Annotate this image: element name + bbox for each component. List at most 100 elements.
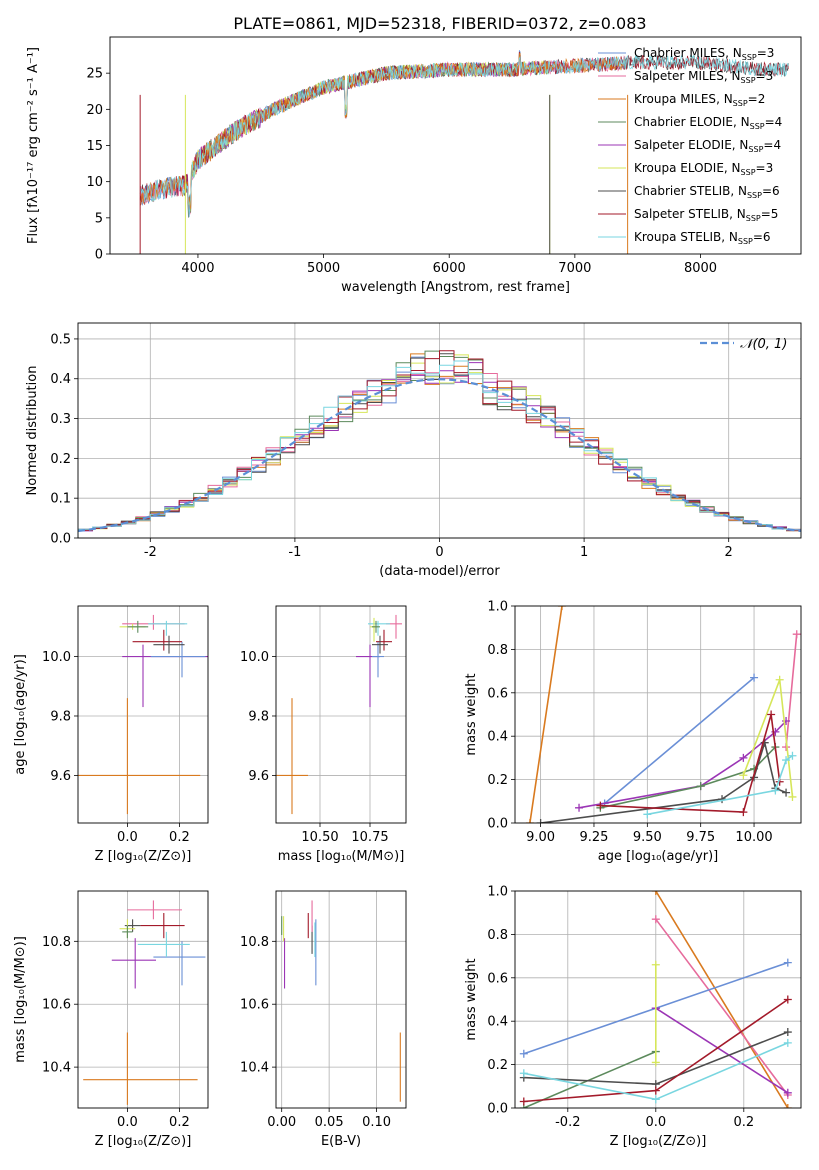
mass-vs-EBV-axes: 0.00 0.05 0.10 10.4 10.6 10.8 E(B-V) [240, 890, 407, 1149]
series-point [739, 808, 748, 817]
legend-subscript: SSP [748, 145, 763, 154]
y-tick-label: 10.6 [240, 998, 269, 1013]
age-vs-mass-frame [275, 605, 407, 824]
legend-subscript: SSP [733, 99, 748, 108]
normal-curve [78, 378, 801, 533]
y-tick-label: 0.1 [50, 492, 71, 507]
legend-count: =6 [753, 230, 771, 244]
series-point [750, 673, 759, 682]
series-point [782, 756, 791, 765]
legend-entry: Kroupa MILES, NSSP=2 [634, 92, 765, 108]
legend-subscript: SSP [742, 53, 757, 62]
series-point [651, 1086, 660, 1095]
y-tick-label: 10.4 [240, 1061, 269, 1076]
series-point [760, 738, 769, 747]
mass-vs-Z-axes: 0.0 0.2 10.4 10.6 10.8 Z [log₁₀(Z/Z⊙)] mass [l… [13, 890, 209, 1149]
legend-suffix: , N [729, 207, 746, 221]
y-tick-label: 10.8 [42, 935, 71, 950]
series-point [788, 792, 797, 801]
residuals-plot [78, 350, 801, 538]
y-tick-label: 20 [86, 103, 103, 118]
x-tick-label: 0.00 [267, 1115, 296, 1130]
legend-entry: Salpeter MILES, NSSP=3 [634, 69, 773, 85]
x-tick-label: 9.75 [686, 830, 715, 845]
x-tick-label: 0 [435, 545, 443, 560]
legend-label: Chabrier STELIB [634, 184, 730, 198]
x-tick-label: 10.75 [351, 830, 388, 845]
spectrum-axes: 4000 5000 6000 7000 8000 0 5 10 15 20 25 wavelength… [26, 36, 802, 295]
series-point [739, 771, 748, 780]
y-axis-label: Flux [fλ10⁻¹⁷ erg cm⁻² s⁻¹ A⁻¹] [26, 47, 41, 244]
series-point [536, 819, 545, 823]
legend-count: =3 [756, 161, 774, 175]
x-tick-label: 10.00 [735, 830, 772, 845]
series-point [767, 710, 776, 719]
series-line [540, 739, 787, 823]
series-line [529, 606, 563, 823]
spectrum-plot [139, 50, 789, 254]
x-axis-label: wavelength [Angstrom, rest frame] [341, 280, 570, 295]
x-axis-label: Z [log₁₀(Z/Z⊙)] [95, 1134, 192, 1149]
y-tick-label: 0 [95, 248, 103, 263]
legend-label: Kroupa STELIB [634, 230, 721, 244]
series-point [782, 717, 791, 726]
spectrum-series-kroupa-stelib [139, 54, 789, 217]
weight-vs-Z-frame [514, 890, 802, 1109]
x-tick-label: -1 [288, 545, 301, 560]
residuals-frame [77, 322, 802, 539]
x-axis-label: E(B-V) [321, 1134, 361, 1149]
y-axis-label: mass weight [464, 673, 479, 755]
x-tick-label: 5000 [307, 261, 340, 276]
legend-subscript: SSP [741, 76, 756, 85]
y-tick-label: 0.8 [487, 928, 508, 943]
x-tick-label: 10.50 [301, 830, 338, 845]
y-tick-label: 10.4 [42, 1061, 71, 1076]
legend-subscript: SSP [738, 237, 753, 246]
mass-vs-Z-plot [83, 900, 206, 1105]
legend-suffix: , N [721, 230, 738, 244]
mass-vs-Z-frame [77, 890, 209, 1109]
series-point [651, 960, 660, 969]
series-line [655, 1007, 789, 1094]
legend-label: Salpeter MILES [634, 69, 724, 83]
histogram-salpeter-stelib [78, 350, 801, 538]
series-point [783, 958, 792, 967]
series-point [792, 630, 801, 639]
y-tick-label: 0.0 [487, 817, 508, 832]
series-line [523, 1050, 657, 1108]
x-tick-label: 9.50 [633, 830, 662, 845]
weight-vs-age-frame [514, 605, 802, 824]
series-line [600, 714, 781, 813]
residuals-axes: -2 -1 0 1 2 0.0 0.1 0.2 0.3 0.4 0.5 (data-model)/er… [25, 322, 802, 579]
legend-entry: Salpeter ELODIE, NSSP=4 [634, 138, 781, 154]
series-line [655, 918, 789, 1096]
x-axis-label: age [log₁₀(age/yr)] [598, 849, 719, 864]
series-point [643, 810, 652, 819]
x-tick-label: 6000 [433, 261, 466, 276]
y-tick-label: 15 [86, 139, 103, 154]
y-tick-label: 9.8 [50, 709, 71, 724]
age-vs-Z-plot [78, 614, 208, 815]
y-tick-label: 9.8 [248, 709, 269, 724]
series-point [651, 1095, 660, 1104]
series-point [519, 1049, 528, 1058]
x-tick-label: 0.05 [315, 1115, 344, 1130]
y-axis-label: Normed distribution [25, 366, 40, 496]
age-vs-Z-axes: 0.0 0.2 9.6 9.8 10.0 Z [log₁₀(Z/Z⊙)] age [log₁… [13, 605, 209, 864]
y-tick-label: 9.6 [248, 769, 269, 784]
y-tick-label: 1.0 [487, 600, 508, 615]
x-axis-label: Z [log₁₀(Z/Z⊙)] [610, 1134, 707, 1149]
series-point [651, 891, 660, 895]
legend-label: Chabrier MILES [634, 46, 725, 60]
series-line [655, 891, 789, 1108]
y-tick-label: 9.6 [50, 769, 71, 784]
x-tick-label: -0.2 [555, 1115, 580, 1130]
x-tick-label: 2 [725, 545, 733, 560]
legend-count: =4 [765, 115, 783, 129]
legend-subscript: SSP [741, 168, 756, 177]
series-point [651, 1058, 660, 1067]
weight-vs-age-plot [525, 606, 801, 823]
x-tick-label: 9.00 [526, 830, 555, 845]
weight-vs-Z-axes: -0.2 0.0 0.2 0.0 0.2 0.4 0.6 0.8 1.0 Z [log₁₀(Z/Z… [464, 885, 802, 1149]
x-tick-label: 7000 [558, 261, 591, 276]
